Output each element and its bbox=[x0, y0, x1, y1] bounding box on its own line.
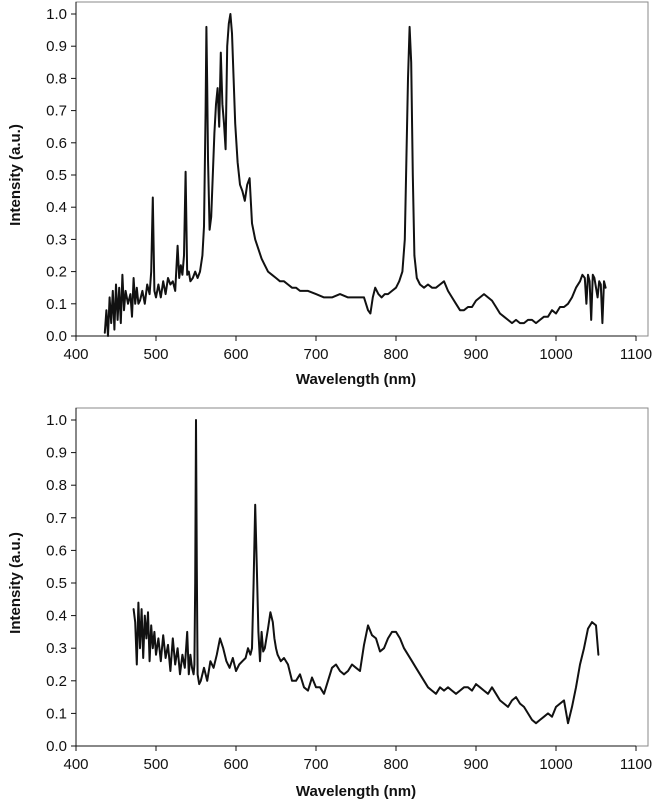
x-tick-label: 1000 bbox=[539, 346, 572, 363]
x-tick-label: 500 bbox=[143, 756, 168, 773]
spectrum-line bbox=[103, 13, 607, 337]
y-tick-label: 0.5 bbox=[46, 575, 67, 592]
x-tick-label: 600 bbox=[223, 346, 248, 363]
x-tick-label: 900 bbox=[463, 346, 488, 363]
y-tick-label: 0.4 bbox=[46, 199, 67, 216]
y-tick-label: 0.8 bbox=[46, 477, 67, 494]
x-tick-label: 400 bbox=[63, 346, 88, 363]
y-tick-label: 0.7 bbox=[46, 103, 67, 120]
x-tick-label: 1100 bbox=[620, 346, 652, 363]
y-tick-label: 0.5 bbox=[46, 167, 67, 184]
x-tick-label: 1100 bbox=[620, 756, 652, 773]
chart-bottom: 0.0 0.1 0.2 0.3 0.4 0.5 0.6 0.7 0.8 0.9 1.0 400 500 6… bbox=[7, 407, 652, 800]
y-tick-label: 0.6 bbox=[46, 135, 67, 152]
y-tick-label: 1.0 bbox=[46, 6, 67, 23]
y-tick-label: 0.1 bbox=[46, 296, 67, 313]
chart-top: 0.0 0.1 0.2 0.3 0.4 0.5 0.6 0.7 0.8 0.9 1.0 400 500 6… bbox=[7, 1, 652, 388]
y-tick-label: 0.0 bbox=[46, 738, 67, 755]
x-tick-label: 400 bbox=[63, 756, 88, 773]
y-tick-label: 0.1 bbox=[46, 705, 67, 722]
y-tick-label: 0.3 bbox=[46, 231, 67, 248]
x-tick-label: 700 bbox=[303, 346, 328, 363]
x-tick-label: 800 bbox=[383, 346, 408, 363]
y-tick-label: 0.4 bbox=[46, 608, 67, 625]
spectrum-line bbox=[132, 419, 600, 725]
y-tick-label: 0.9 bbox=[46, 38, 67, 55]
y-tick-label: 0.7 bbox=[46, 510, 67, 527]
x-tick-label: 1000 bbox=[539, 756, 572, 773]
plot-frame bbox=[75, 407, 649, 747]
x-tick-label: 500 bbox=[143, 346, 168, 363]
y-tick-label: 1.0 bbox=[46, 412, 67, 429]
y-tick-label: 0.2 bbox=[46, 264, 67, 281]
y-tick-label: 0.9 bbox=[46, 445, 67, 462]
y-tick-label: 0.0 bbox=[46, 328, 67, 345]
x-tick-label: 800 bbox=[383, 756, 408, 773]
x-tick-label: 900 bbox=[463, 756, 488, 773]
x-tick-label: 700 bbox=[303, 756, 328, 773]
y-axis-title: Intensity (a.u.) bbox=[7, 532, 24, 634]
y-tick-label: 0.2 bbox=[46, 673, 67, 690]
x-axis-title: Wavelength (nm) bbox=[296, 783, 416, 800]
y-axis-title: Intensity (a.u.) bbox=[7, 124, 24, 226]
y-tick-label: 0.6 bbox=[46, 542, 67, 559]
y-tick-label: 0.3 bbox=[46, 640, 67, 657]
y-tick-label: 0.8 bbox=[46, 70, 67, 87]
x-tick-label: 600 bbox=[223, 756, 248, 773]
x-axis-title: Wavelength (nm) bbox=[296, 371, 416, 388]
